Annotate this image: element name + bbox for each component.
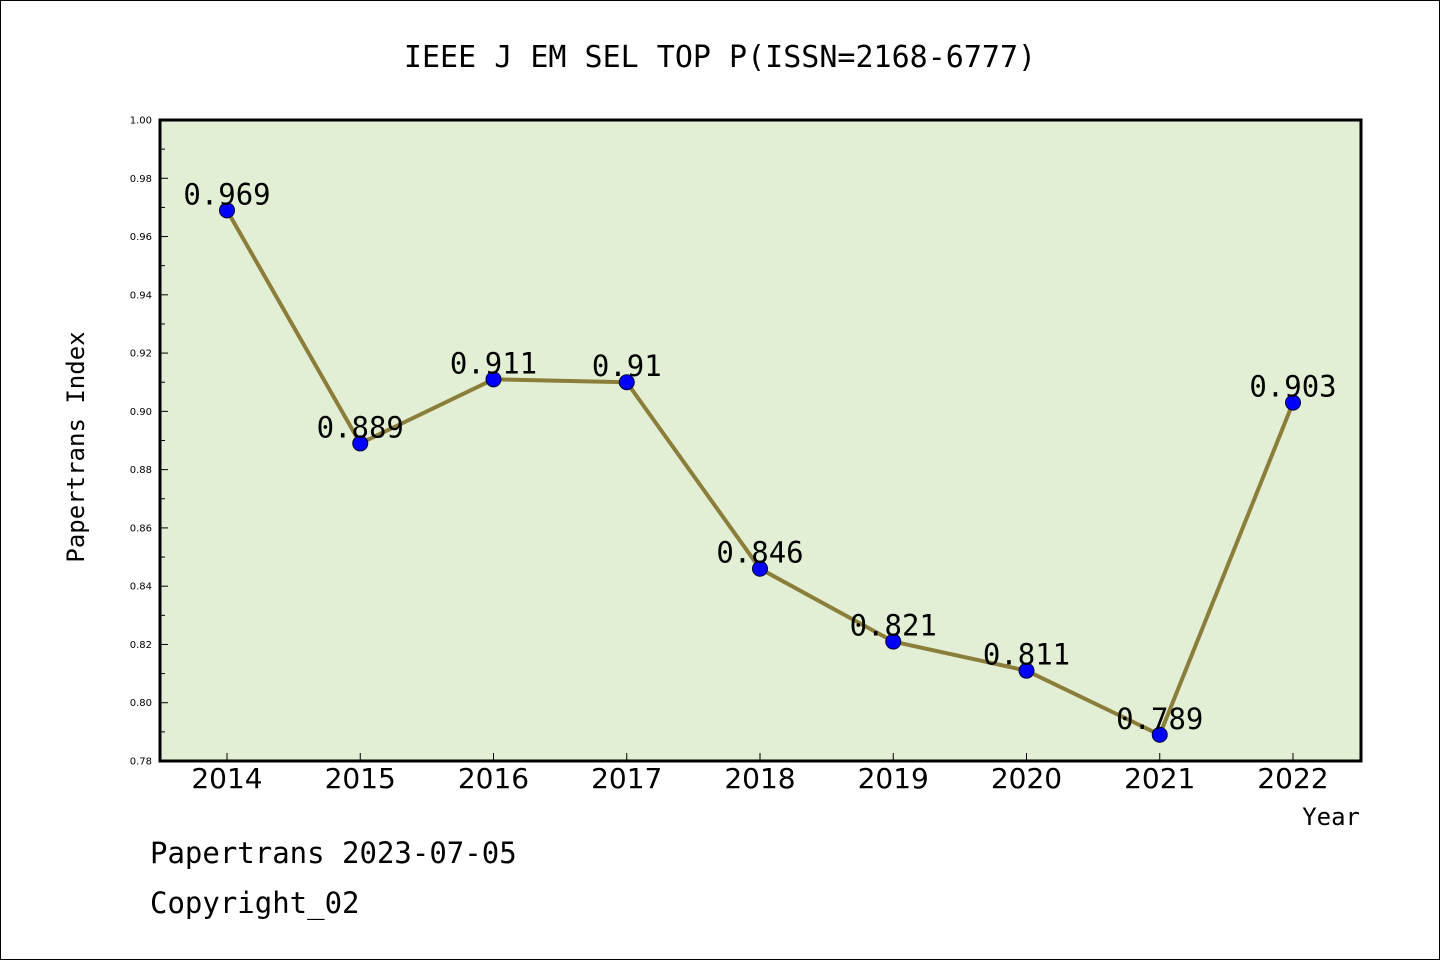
- data-point: [352, 435, 369, 452]
- data-markers: [219, 202, 1301, 743]
- footer-copyright: Copyright_02: [150, 886, 360, 921]
- x-axis-label: Year: [1302, 803, 1360, 831]
- y-tick-label: 0.94: [130, 290, 152, 301]
- y-tick-label: 0.84: [130, 582, 152, 593]
- y-tick-label: 0.92: [130, 349, 152, 360]
- data-point: [1285, 394, 1301, 411]
- y-tick-label: 0.88: [130, 465, 152, 476]
- y-tick-label: 0.90: [130, 407, 152, 418]
- data-label: 0.91: [592, 349, 662, 383]
- y-tick-label: 0.98: [130, 174, 152, 185]
- x-tick-label: 2021: [1124, 762, 1195, 795]
- x-tick-label: 2022: [1257, 762, 1328, 795]
- y-tick-label: 0.86: [130, 523, 152, 534]
- data-label: 0.911: [450, 346, 537, 380]
- data-label: 0.811: [983, 638, 1070, 672]
- data-point: [752, 560, 768, 577]
- x-tick-label: 2016: [458, 762, 529, 795]
- y-axis: 0.78 0.80 0.82 0.84 0.86 0.88 0.90 0.92 0.94 0.96…: [130, 116, 168, 768]
- data-point: [219, 202, 235, 219]
- x-tick-label: 2018: [724, 762, 795, 795]
- y-tick-label: 0.96: [130, 232, 152, 243]
- x-tick-label: 2020: [991, 762, 1062, 795]
- data-label: 0.969: [183, 177, 270, 211]
- x-axis: 2014 2015 2016 2017 2018 2019 2020 2021 2022: [191, 753, 1329, 795]
- footer-date: Papertrans 2023-07-05: [150, 836, 517, 870]
- y-tick-label: 0.82: [130, 640, 152, 651]
- data-point: [885, 633, 902, 650]
- data-label: 0.889: [317, 410, 404, 444]
- x-tick-label: 2015: [325, 762, 396, 795]
- y-tick-label: 1.00: [130, 116, 152, 127]
- data-label: 0.789: [1116, 702, 1203, 736]
- y-minor-ticks: [160, 148, 165, 733]
- chart-title: IEEE J EM SEL TOP P(ISSN=2168-6777): [404, 40, 1036, 75]
- data-label: 0.903: [1249, 370, 1336, 404]
- data-labels: 0.969 0.889 0.911 0.91 0.846 0.821 0.811 0.789 0…: [183, 177, 1336, 735]
- data-label: 0.846: [716, 536, 803, 570]
- data-point: [485, 371, 502, 388]
- x-tick-label: 2017: [591, 762, 662, 795]
- x-tick-label: 2019: [858, 762, 929, 795]
- data-point: [1018, 662, 1035, 679]
- data-point: [1151, 726, 1168, 743]
- x-tick-label: 2014: [191, 762, 262, 795]
- data-label: 0.821: [850, 609, 937, 643]
- y-tick-label: 0.80: [130, 698, 152, 709]
- y-axis-label: Papertrans Index: [62, 331, 90, 562]
- data-point: [618, 374, 635, 391]
- y-tick-label: 0.78: [130, 757, 152, 768]
